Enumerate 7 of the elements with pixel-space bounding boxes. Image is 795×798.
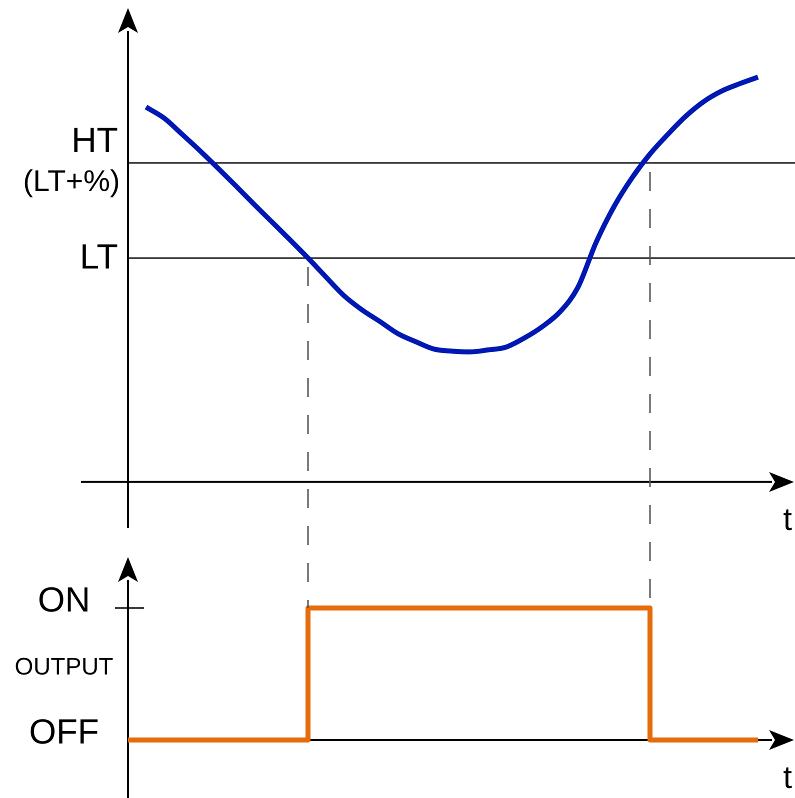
ref-line-label: HT (LT+%) [23, 120, 120, 198]
x-axis-title: t [783, 500, 792, 537]
text: ON [38, 580, 90, 620]
text: OFF [29, 712, 99, 752]
y-axis-title: OUTPUT [14, 654, 114, 681]
ref-line-label: LT [80, 238, 118, 277]
x-axis-title: t [783, 759, 792, 796]
